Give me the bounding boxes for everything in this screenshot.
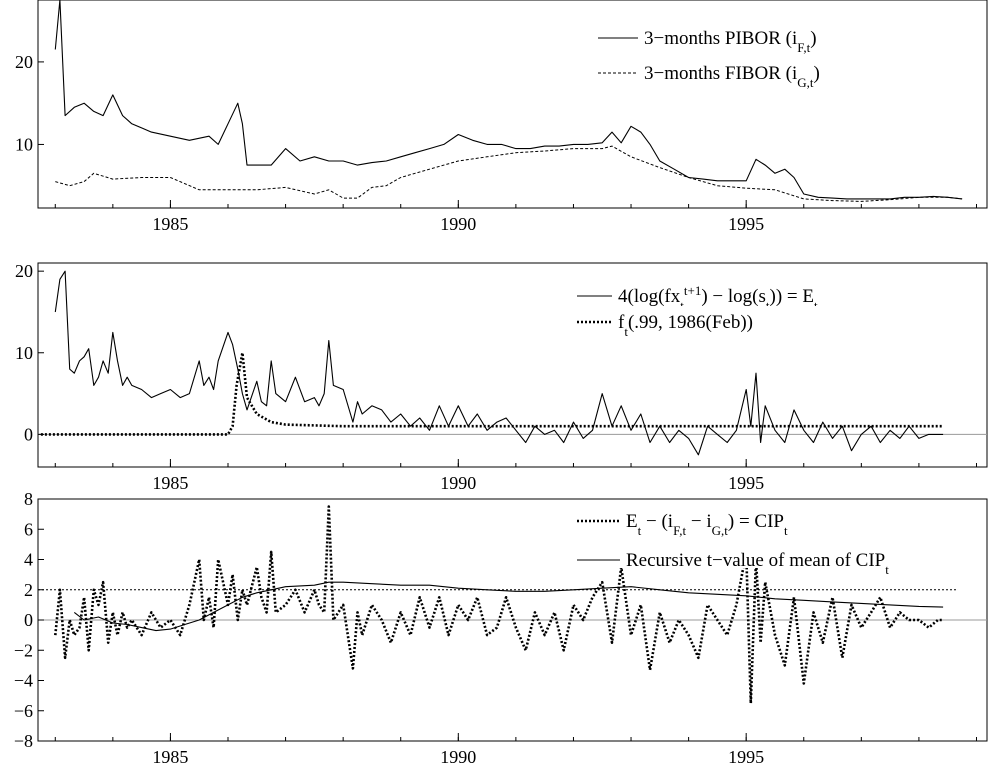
x-tick-label: 1985: [152, 214, 188, 234]
y-tick-label: 10: [15, 343, 33, 363]
legend-background: [573, 306, 984, 330]
y-tick-label: −8: [14, 731, 33, 751]
x-tick-label: 1995: [728, 214, 764, 234]
panel-interest-rates: 10 20 1985 1990 1995 3−months PIBOR (iF,t) 3−m…: [15, 0, 988, 234]
x-tick-label: 1985: [152, 473, 188, 493]
y-tick-label: 20: [15, 52, 33, 72]
legend-background: [594, 57, 984, 81]
y-tick-label: −4: [14, 671, 33, 691]
legend-label: ft(.99, 1986(Feb)): [618, 312, 753, 339]
legend-label: 3−months FIBOR (iG,t): [644, 63, 820, 90]
y-tick-label: −6: [14, 701, 33, 721]
legend-label: Recursive t−value of mean of CIPt: [626, 550, 889, 577]
x-tick-label: 1995: [728, 747, 764, 767]
plot-frame: [37, 262, 988, 468]
legend-background: [594, 22, 984, 46]
y-tick-label: 2: [24, 580, 33, 600]
y-tick-label: 20: [15, 261, 33, 281]
x-tick-label: 1985: [152, 747, 188, 767]
x-tick-label: 1990: [440, 747, 476, 767]
x-tick-label: 1990: [440, 473, 476, 493]
y-tick-label: 0: [24, 610, 33, 630]
legend-background: [573, 544, 984, 568]
legend-background: [573, 280, 984, 304]
y-tick-label: 10: [15, 134, 33, 154]
y-tick-label: 8: [24, 489, 33, 509]
y-tick-label: 0: [24, 424, 33, 444]
series-line-1: [54, 505, 944, 705]
y-tick-label: −2: [14, 640, 33, 660]
plot-frame: [37, 0, 988, 209]
x-tick-label: 1990: [440, 214, 476, 234]
legend-label: Et − (iF,t − iG,t) = CIPt: [626, 511, 788, 538]
y-tick-label: 4: [24, 550, 33, 570]
series-line-2: [73, 581, 944, 632]
series-line-1: [54, 0, 963, 200]
x-tick-label: 1995: [728, 473, 764, 493]
series-line-2: [40, 351, 944, 436]
panel-cip: −8 −6 −4 −2 0 2 4 6 8 1985 1990 1995 Et − (iF,t − iG…: [14, 489, 988, 767]
panel-expected-depreciation: 0 10 20 1985 1990 1995 4(log(fxtt+1) − log(st)…: [15, 261, 988, 493]
legend-label: 3−months PIBOR (iF,t): [644, 28, 817, 55]
series-line-1: [54, 270, 944, 456]
legend-label: 4(log(fxtt+1) − log(st)) = Et: [618, 283, 818, 313]
legend-background: [573, 505, 984, 529]
y-tick-label: 6: [24, 519, 33, 539]
series-line-2: [55, 145, 963, 202]
